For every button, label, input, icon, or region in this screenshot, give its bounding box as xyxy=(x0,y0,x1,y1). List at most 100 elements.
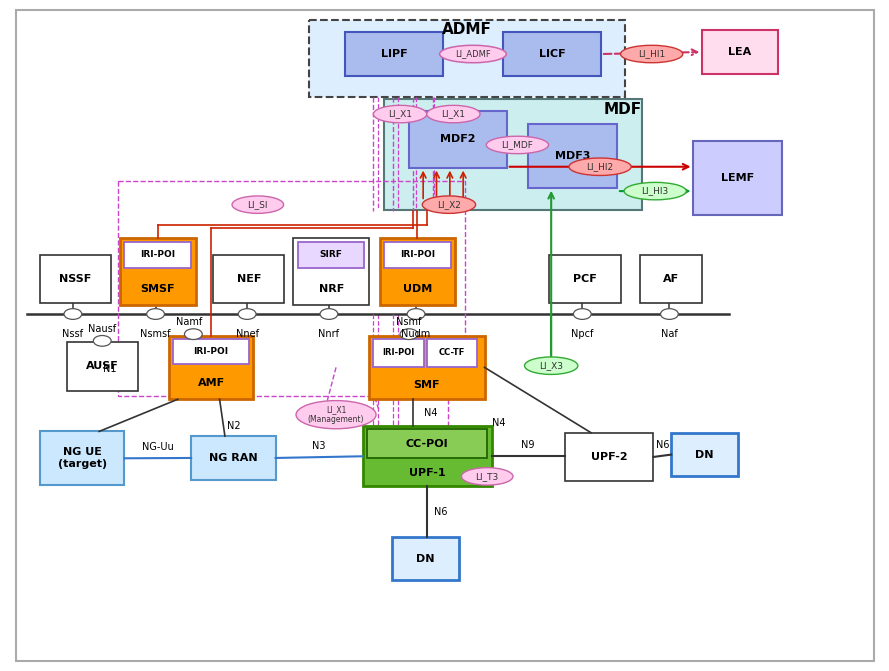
FancyBboxPatch shape xyxy=(120,238,196,305)
Text: LI_X1: LI_X1 xyxy=(388,109,412,119)
Ellipse shape xyxy=(621,46,683,62)
Text: SMF: SMF xyxy=(413,380,440,390)
Text: NG-Uu: NG-Uu xyxy=(142,442,173,452)
Text: CC-TF: CC-TF xyxy=(439,348,465,358)
Ellipse shape xyxy=(147,309,164,319)
FancyBboxPatch shape xyxy=(384,242,451,268)
Ellipse shape xyxy=(440,46,507,62)
Text: N4: N4 xyxy=(492,418,505,427)
Ellipse shape xyxy=(232,196,284,213)
Text: MDF3: MDF3 xyxy=(555,151,590,161)
Text: Nnef: Nnef xyxy=(236,329,259,339)
Text: LI_X3: LI_X3 xyxy=(540,361,563,370)
Text: LIPF: LIPF xyxy=(380,49,407,59)
Text: PCF: PCF xyxy=(573,274,597,284)
Text: N9: N9 xyxy=(521,440,535,450)
FancyBboxPatch shape xyxy=(373,339,424,367)
Text: CC-POI: CC-POI xyxy=(406,439,448,449)
Text: N6: N6 xyxy=(655,440,669,450)
Text: LI_MDF: LI_MDF xyxy=(501,140,533,150)
FancyBboxPatch shape xyxy=(693,141,782,215)
FancyBboxPatch shape xyxy=(169,336,253,399)
Ellipse shape xyxy=(64,309,82,319)
Text: N2: N2 xyxy=(227,421,240,431)
Ellipse shape xyxy=(461,468,513,485)
Text: N1: N1 xyxy=(103,364,116,374)
Text: LI_X1: LI_X1 xyxy=(442,109,465,119)
FancyBboxPatch shape xyxy=(124,242,191,268)
FancyBboxPatch shape xyxy=(427,339,477,367)
FancyBboxPatch shape xyxy=(384,99,642,210)
Text: LI_T3: LI_T3 xyxy=(476,472,499,481)
FancyBboxPatch shape xyxy=(369,336,485,399)
Text: LI_HI2: LI_HI2 xyxy=(587,162,613,171)
Text: Naf: Naf xyxy=(661,329,677,339)
FancyBboxPatch shape xyxy=(213,255,284,303)
Text: Nsmf: Nsmf xyxy=(396,317,421,327)
FancyBboxPatch shape xyxy=(309,20,625,97)
Ellipse shape xyxy=(185,329,202,340)
Text: AUSF: AUSF xyxy=(86,362,118,371)
Text: IRI-POI: IRI-POI xyxy=(194,347,228,356)
Ellipse shape xyxy=(427,105,480,123)
Ellipse shape xyxy=(486,136,549,154)
Ellipse shape xyxy=(320,309,338,319)
FancyBboxPatch shape xyxy=(702,30,778,74)
Text: LI_X2: LI_X2 xyxy=(437,200,461,209)
Text: SIRF: SIRF xyxy=(320,250,342,260)
FancyBboxPatch shape xyxy=(367,429,487,458)
Text: AMF: AMF xyxy=(197,378,225,389)
Text: MDF2: MDF2 xyxy=(440,134,476,144)
Text: Namf: Namf xyxy=(176,317,202,327)
Text: N3: N3 xyxy=(312,442,326,451)
Text: SMSF: SMSF xyxy=(140,284,175,293)
Text: NSSF: NSSF xyxy=(60,274,92,284)
FancyBboxPatch shape xyxy=(363,426,492,486)
Text: Nnrf: Nnrf xyxy=(318,329,340,339)
Ellipse shape xyxy=(661,309,678,319)
Text: IRI-POI: IRI-POI xyxy=(400,250,435,260)
FancyBboxPatch shape xyxy=(503,32,601,76)
FancyBboxPatch shape xyxy=(671,433,738,476)
FancyBboxPatch shape xyxy=(565,433,653,481)
FancyBboxPatch shape xyxy=(640,255,702,303)
Text: IRI-POI: IRI-POI xyxy=(140,250,175,260)
Text: NG RAN: NG RAN xyxy=(209,453,258,463)
Text: LICF: LICF xyxy=(539,49,565,59)
Text: Nsmsf: Nsmsf xyxy=(140,329,171,339)
Text: Npcf: Npcf xyxy=(571,329,594,339)
Text: NEF: NEF xyxy=(236,274,261,284)
Text: UDM: UDM xyxy=(403,284,432,293)
Text: DN: DN xyxy=(416,554,435,564)
Ellipse shape xyxy=(573,309,591,319)
FancyBboxPatch shape xyxy=(345,32,443,76)
Text: LI_ADMF: LI_ADMF xyxy=(455,50,491,58)
Text: Nssf: Nssf xyxy=(62,329,84,339)
Text: UPF-1: UPF-1 xyxy=(409,468,445,478)
Text: N6: N6 xyxy=(434,507,448,517)
Text: AF: AF xyxy=(663,274,679,284)
Text: LI_HI3: LI_HI3 xyxy=(642,187,669,196)
FancyBboxPatch shape xyxy=(392,537,459,580)
Ellipse shape xyxy=(296,401,376,429)
FancyBboxPatch shape xyxy=(380,238,455,305)
Text: LEMF: LEMF xyxy=(721,173,755,183)
FancyBboxPatch shape xyxy=(191,436,276,480)
Text: N4: N4 xyxy=(423,408,437,417)
FancyBboxPatch shape xyxy=(293,238,369,305)
FancyBboxPatch shape xyxy=(549,255,621,303)
Text: IRI-POI: IRI-POI xyxy=(382,348,415,358)
Text: NG UE
(target): NG UE (target) xyxy=(58,448,107,469)
FancyBboxPatch shape xyxy=(40,255,111,303)
FancyBboxPatch shape xyxy=(40,431,124,485)
Text: ADMF: ADMF xyxy=(442,22,492,37)
Text: LI_HI1: LI_HI1 xyxy=(638,50,665,58)
FancyBboxPatch shape xyxy=(16,10,874,661)
Text: LI_SI: LI_SI xyxy=(247,200,268,209)
FancyBboxPatch shape xyxy=(528,124,617,188)
Text: LI_X1
(Management): LI_X1 (Management) xyxy=(308,405,364,424)
Ellipse shape xyxy=(400,329,418,340)
Text: LEA: LEA xyxy=(728,47,752,57)
FancyBboxPatch shape xyxy=(67,342,138,391)
FancyBboxPatch shape xyxy=(409,111,507,168)
